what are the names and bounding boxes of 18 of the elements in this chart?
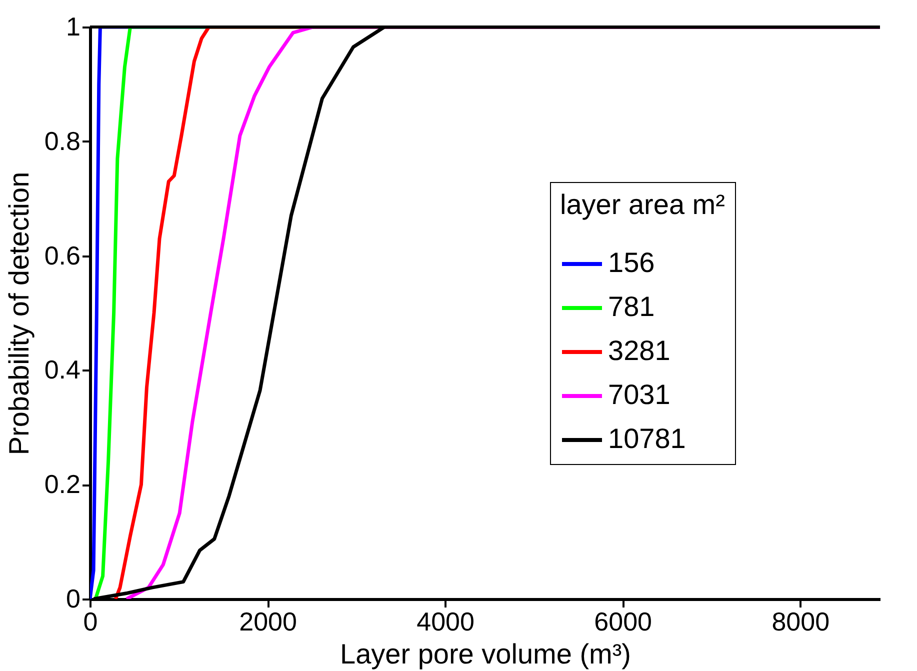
x-axis-title: Layer pore volume (m³) <box>340 638 631 670</box>
y-tick-label: 0 <box>66 584 80 614</box>
y-tick-label: 0.8 <box>44 126 80 156</box>
x-tick-label: 4000 <box>416 606 474 636</box>
legend-label: 156 <box>608 247 655 278</box>
y-axis-title: Probability of detection <box>3 172 34 456</box>
y-tick-label: 0.4 <box>44 354 80 385</box>
legend-label: 10781 <box>608 423 686 454</box>
x-tick-label: 8000 <box>772 606 830 636</box>
y-tick-label: 0.2 <box>44 469 80 500</box>
x-tick-label: 2000 <box>239 606 297 636</box>
y-tick-label: 1 <box>66 12 80 42</box>
y-tick-label: 0.6 <box>44 240 80 270</box>
legend-label: 7031 <box>608 379 670 410</box>
legend-label: 781 <box>608 291 655 322</box>
legend-label: 3281 <box>608 335 670 366</box>
x-tick-label: 6000 <box>594 606 652 636</box>
legend-title: layer area m² <box>560 189 725 220</box>
